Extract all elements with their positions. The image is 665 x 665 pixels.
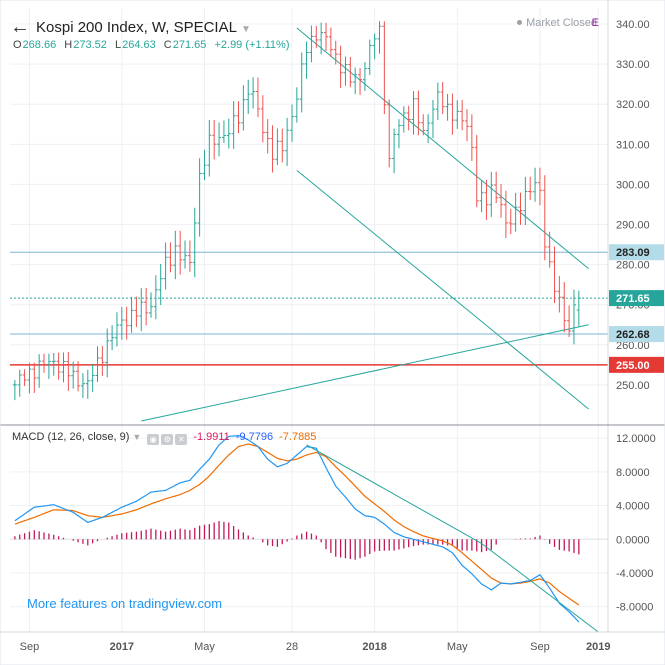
time-tick-label: May <box>447 641 468 653</box>
status-dot-icon <box>517 20 523 25</box>
settings-icon[interactable]: ⚙ <box>161 434 174 445</box>
time-tick-label: 28 <box>286 641 298 653</box>
macd-tick-label: 12.0000 <box>616 433 656 445</box>
price-tick-label: 260.00 <box>616 340 650 352</box>
macd-tick-label: 8.0000 <box>616 467 650 479</box>
symbol-title-text: Kospi 200 Index, W, SPECIAL <box>36 19 237 36</box>
time-axis-labels: Sep 2017 May 28 2018 May Sep 2019 <box>20 641 611 653</box>
macd-tick-label: 0.0000 <box>616 534 650 546</box>
price-badge <box>609 244 664 261</box>
high-value: 273.52 <box>73 39 107 51</box>
market-flag: E <box>591 17 599 29</box>
price-label-badges: 283.09 271.65 262.68 255.00 <box>609 244 664 373</box>
open-value: 268.66 <box>22 39 57 51</box>
rising-support-trendline <box>141 324 589 422</box>
close-icon[interactable]: ✕ <box>175 434 188 445</box>
price-badge-label: 255.00 <box>616 360 650 372</box>
signal-line <box>14 443 580 606</box>
price-tick-label: 340.00 <box>616 19 650 31</box>
time-tick-label: Sep <box>530 641 550 653</box>
macd-axis-labels: 12.0000 8.0000 4.0000 0.0000 -4.0000 -8.0000 <box>616 433 656 614</box>
price-badge-label: 271.65 <box>616 293 650 305</box>
grid-lines <box>10 8 608 632</box>
price-tick-label: 250.00 <box>616 380 650 392</box>
time-tick-label: 2019 <box>586 641 610 653</box>
macd-pane-series <box>10 434 608 633</box>
price-badge <box>609 326 664 343</box>
market-status-text: Market Closed <box>526 17 597 29</box>
price-badge <box>609 356 664 373</box>
macd-trendline <box>481 543 599 633</box>
price-badge <box>609 290 664 307</box>
macd-tick-label: -8.0000 <box>616 602 653 614</box>
time-tick-label: 2018 <box>362 641 386 653</box>
macd-tick-label: 4.0000 <box>616 501 650 513</box>
macd-tick-label: -4.0000 <box>616 568 653 580</box>
macd-legend[interactable]: MACD (12, 26, close, 9) ▼ ◉ ⚙ ✕ -1.9911 -9.779… <box>12 431 316 445</box>
macd-histogram-value: -1.9911 <box>193 431 230 443</box>
price-tick-label: 310.00 <box>616 139 650 151</box>
ohlc-legend: O268.66 H273.52 L264.63 C271.65 +2.99 (+… <box>13 39 290 51</box>
macd-line <box>14 434 580 623</box>
close-value: 271.65 <box>172 39 207 51</box>
time-tick-label: Sep <box>20 641 40 653</box>
symbol-title[interactable]: ← Kospi 200 Index, W, SPECIAL ▼ <box>10 15 251 38</box>
time-tick-label: 2017 <box>110 641 134 653</box>
change-value: +2.99 (+1.11%) <box>214 39 290 51</box>
price-tick-label: 330.00 <box>616 59 650 71</box>
horizontal-level-lines <box>10 251 608 366</box>
price-tick-label: 300.00 <box>616 179 650 191</box>
chevron-down-icon[interactable]: ▼ <box>132 432 142 442</box>
macd-line-value: -9.7796 <box>235 431 274 443</box>
price-badge-label: 283.09 <box>616 247 650 259</box>
market-status: Market Closed <box>517 17 597 29</box>
back-arrow-icon[interactable]: ← <box>10 16 30 38</box>
price-tick-label: 280.00 <box>616 260 650 272</box>
candle-series <box>12 21 581 401</box>
chevron-down-icon[interactable]: ▼ <box>240 24 251 35</box>
price-tick-label: 320.00 <box>616 99 650 111</box>
low-value: 264.63 <box>122 39 156 51</box>
time-tick-label: May <box>194 641 215 653</box>
macd-trendline <box>306 444 482 544</box>
promo-link[interactable]: More features on tradingview.com <box>27 596 223 611</box>
lower-channel-trendline <box>296 170 589 410</box>
price-badge-label: 262.68 <box>616 329 650 341</box>
macd-label: MACD (12, 26, close, 9) <box>12 431 130 443</box>
signal-line-value: -7.7885 <box>279 431 317 443</box>
price-tick-label: 290.00 <box>616 220 650 232</box>
eye-icon[interactable]: ◉ <box>147 434 160 445</box>
